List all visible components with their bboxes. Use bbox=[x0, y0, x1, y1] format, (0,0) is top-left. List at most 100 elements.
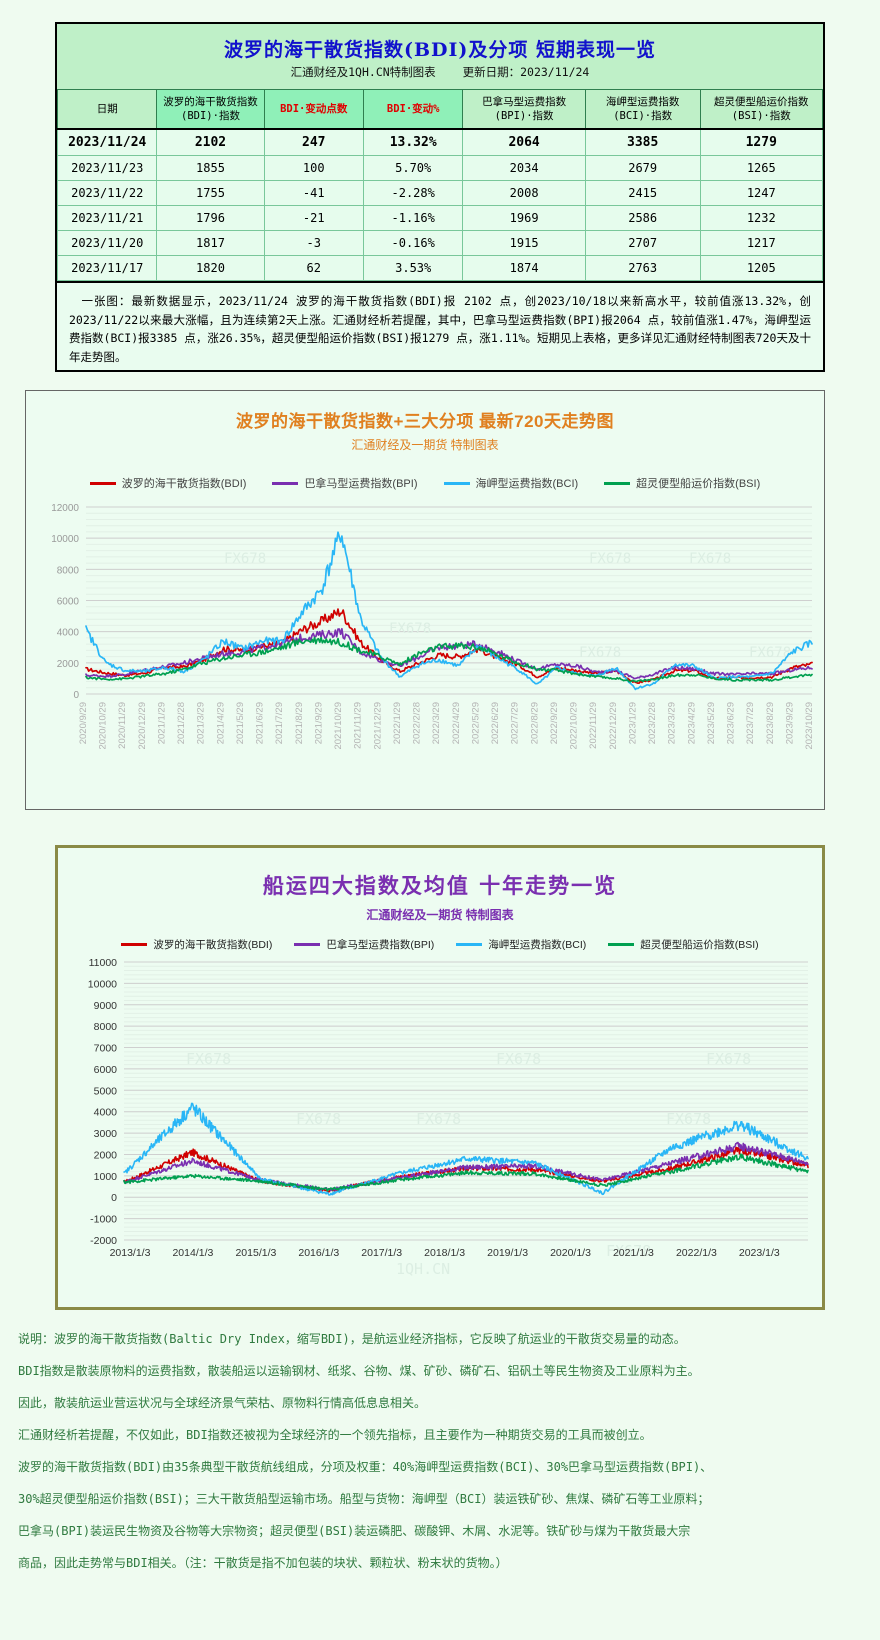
legend-label: 波罗的海干散货指数(BDI) bbox=[121, 478, 247, 490]
chart-720d-legend-item-1: 巴拿马型运费指数(BPI) bbox=[272, 475, 418, 491]
y-axis-tick-label: 10000 bbox=[51, 534, 79, 545]
summary-note: 一张图：最新数据显示，2023/11/24 波罗的海干散货指数(BDI)报 21… bbox=[57, 281, 823, 372]
series-line-1 bbox=[123, 1141, 809, 1192]
series-line-2 bbox=[123, 1102, 809, 1196]
table-cell-r1-c3: 5.70% bbox=[362, 155, 464, 182]
x-axis-tick-label: 2021/7/29 bbox=[274, 702, 285, 744]
table-row: 2023/11/23 1855 100 5.70% 2034 2679 1265 bbox=[56, 155, 824, 182]
x-axis-tick-label: 2020/1/3 bbox=[550, 1247, 591, 1259]
table-cell-r5-c5: 2763 bbox=[584, 255, 701, 282]
footer-line-3: 汇通财经析若提醒，不仅如此，BDI指数还被视为全球经济的一个领先指标，且主要作为… bbox=[18, 1428, 652, 1442]
bdi-table: 日期 波罗的海干散货指数 (BDI)·指数 BDI·变动点数 BDI·变动% 巴拿马型运费… bbox=[56, 89, 824, 282]
chart-10y-svg: -2000 -1000 0 1000 2000 3000 4000 5000 6000 7000 8… bbox=[88, 957, 809, 1278]
x-axis-tick-label: 2022/4/29 bbox=[451, 702, 462, 744]
table-header-block: 波罗的海干散货指数(BDI)及分项 短期表现一览 汇通财经及1QH.CN特制图表… bbox=[57, 24, 823, 89]
table-cell-r4-c4: 1915 bbox=[462, 230, 586, 257]
y-axis-tick-label: 6000 bbox=[57, 597, 80, 608]
legend-swatch-icon bbox=[443, 481, 470, 485]
table-cell-r5-c3: 3.53% bbox=[362, 255, 464, 282]
chart-10y-legend: 波罗的海干散货指数(BDI) 巴拿马型运费指数(BPI) 海岬型运费指数(BCI) 超… bbox=[58, 923, 822, 952]
table-cell-r5-c2: 62 bbox=[263, 255, 364, 282]
y-axis-tick-label: 8000 bbox=[57, 565, 80, 576]
x-axis-tick-label: 2021/11/29 bbox=[353, 702, 364, 749]
x-axis-tick-label: 2020/10/29 bbox=[98, 702, 109, 750]
legend-label: 超灵便型船运价指数(BSI) bbox=[640, 939, 759, 951]
bdi-summary-panel: 波罗的海干散货指数(BDI)及分项 短期表现一览 汇通财经及1QH.CN特制图表… bbox=[55, 22, 825, 372]
table-cell-r4-c2: -3 bbox=[263, 230, 364, 257]
legend-swatch-icon bbox=[121, 943, 148, 946]
watermark-text: FX678 bbox=[496, 1050, 541, 1068]
x-axis-tick-label: 2022/11/29 bbox=[588, 702, 599, 749]
footer-line-5: 30%超灵便型船运价指数(BSI)；三大干散货船型运输市场。船型与货物：海岬型（… bbox=[18, 1492, 710, 1506]
x-axis-tick-label: 2021/10/29 bbox=[333, 702, 344, 750]
watermark-text: FX678 bbox=[749, 645, 791, 661]
chart-720d-subtitle: 汇通财经及一期货 特制图表 bbox=[351, 438, 499, 452]
x-axis-tick-label: 2016/1/3 bbox=[298, 1247, 339, 1259]
x-axis-tick-label: 2021/8/29 bbox=[294, 702, 305, 744]
table-cell-r1-c2: 100 bbox=[263, 155, 364, 182]
x-axis-tick-label: 2022/12/29 bbox=[608, 702, 619, 750]
y-axis-tick-label: 1000 bbox=[94, 1171, 118, 1183]
chart-10y-legend-item-3: 超灵便型船运价指数(BSI) bbox=[608, 937, 759, 952]
table-cell-r5-c6: 1205 bbox=[699, 255, 824, 282]
y-axis-tick-label: 4000 bbox=[57, 628, 80, 639]
x-axis-tick-label: 2021/1/3 bbox=[613, 1247, 654, 1259]
y-axis-tick-label: -1000 bbox=[90, 1214, 117, 1226]
table-cell-r1-c0: 2023/11/23 bbox=[56, 155, 158, 182]
table-cell-r4-c5: 2707 bbox=[584, 230, 701, 257]
x-axis-tick-label: 2021/4/29 bbox=[215, 702, 226, 744]
x-axis-tick-label: 2014/1/3 bbox=[172, 1247, 213, 1259]
x-axis-tick-label: 2022/10/29 bbox=[569, 702, 580, 750]
x-axis-tick-label: 2022/2/28 bbox=[412, 702, 423, 744]
chart-720d-legend-item-2: 海岬型运费指数(BCI) bbox=[443, 475, 578, 491]
series-line-0 bbox=[123, 1146, 809, 1193]
chart-10y-plot: -2000 -1000 0 1000 2000 3000 4000 5000 6000 7000 8… bbox=[66, 956, 814, 1296]
x-axis-tick-label: 2021/9/29 bbox=[314, 702, 325, 744]
page-title: 波罗的海干散货指数(BDI)及分项 短期表现一览 bbox=[223, 39, 657, 61]
footer-line-6: 巴拿马(BPI)装运民生物资及谷物等大宗物资；超灵便型(BSI)装运磷肥、碳酸钾… bbox=[18, 1524, 691, 1538]
table-body: 2023/11/24 2102 247 13.32% 2064 3385 1279 2023/… bbox=[56, 128, 824, 282]
table-header-row: 日期 波罗的海干散货指数 (BDI)·指数 BDI·变动点数 BDI·变动% 巴拿马型运费… bbox=[56, 89, 824, 130]
table-cell-r3-c4: 1969 bbox=[462, 205, 586, 232]
y-axis-tick-label: 8000 bbox=[94, 1021, 118, 1033]
table-col-header-1: 波罗的海干散货指数 (BDI)·指数 bbox=[156, 89, 265, 130]
x-axis-tick-label: 2021/1/29 bbox=[157, 702, 168, 744]
table-source-label: 汇通财经及1QH.CN特制图表 bbox=[290, 65, 436, 79]
watermark-text: FX678 bbox=[589, 551, 631, 567]
table-row: 2023/11/20 1817 -3 -0.16% 1915 2707 1217 bbox=[56, 230, 824, 257]
x-axis-tick-label: 2022/8/29 bbox=[529, 702, 540, 744]
x-axis-tick-label: 2022/6/29 bbox=[490, 702, 501, 744]
chart-10y-legend-item-0: 波罗的海干散货指数(BDI) bbox=[121, 937, 272, 952]
x-axis-tick-label: 2020/9/29 bbox=[78, 702, 89, 744]
y-axis-tick-label: 9000 bbox=[94, 1000, 118, 1012]
table-cell-r4-c6: 1217 bbox=[699, 230, 824, 257]
series-line-3 bbox=[85, 636, 813, 683]
legend-label: 海岬型运费指数(BCI) bbox=[488, 939, 587, 951]
table-col-header-5: 海岬型运费指数 (BCI)·指数 bbox=[584, 89, 701, 130]
x-axis-tick-label: 2015/1/3 bbox=[235, 1247, 276, 1259]
watermark-text: FX678 bbox=[666, 1110, 711, 1128]
table-row: 2023/11/22 1755 -41 -2.28% 2008 2415 1247 bbox=[56, 180, 824, 207]
x-axis-tick-label: 2019/1/3 bbox=[487, 1247, 528, 1259]
series-line-2 bbox=[85, 531, 813, 691]
table-cell-r4-c3: -0.16% bbox=[362, 230, 464, 257]
table-subtitle: 汇通财经及1QH.CN特制图表 更新日期：2023/11/24 bbox=[57, 64, 823, 85]
table-cell-r2-c3: -2.28% bbox=[362, 180, 464, 207]
chart-720d-plot: 0 2000 4000 6000 8000 10000 12000 FX678 FX678 FX6… bbox=[34, 501, 816, 771]
x-axis-tick-label: 2013/1/3 bbox=[110, 1247, 151, 1259]
table-cell-r1-c5: 2679 bbox=[584, 155, 701, 182]
x-axis-tick-label: 2021/6/29 bbox=[255, 702, 266, 744]
legend-label: 巴拿马型运费指数(BPI) bbox=[326, 939, 435, 951]
table-cell-r2-c6: 1247 bbox=[699, 180, 824, 207]
chart-720d-title: 波罗的海干散货指数+三大分项 最新720天走势图 bbox=[235, 412, 614, 431]
x-axis-tick-label: 2023/2/28 bbox=[647, 702, 658, 744]
table-cell-r0-c0: 2023/11/24 bbox=[56, 128, 158, 157]
footer-line-7: 商品，因此走势常与BDI相关。（注：干散货是指不加包装的块状、颗粒状、粉末状的货… bbox=[18, 1556, 508, 1570]
x-axis-tick-label: 2020/11/29 bbox=[117, 702, 128, 749]
table-col-header-0: 日期 bbox=[56, 89, 158, 130]
x-axis-tick-label: 2021/12/29 bbox=[372, 702, 383, 750]
x-axis-tick-label: 2023/10/29 bbox=[804, 702, 815, 750]
table-cell-r3-c3: -1.16% bbox=[362, 205, 464, 232]
x-axis-tick-label: 2022/1/29 bbox=[392, 702, 403, 744]
table-cell-r0-c4: 2064 bbox=[462, 128, 586, 157]
